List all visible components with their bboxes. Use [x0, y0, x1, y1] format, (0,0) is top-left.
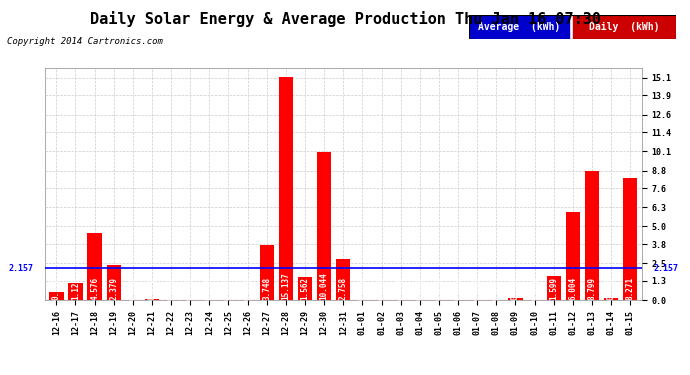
Text: Average  (kWh): Average (kWh): [477, 22, 560, 32]
Bar: [604, 298, 618, 300]
Text: 0.000: 0.000: [358, 277, 367, 300]
Bar: [509, 298, 522, 300]
Bar: [623, 178, 638, 300]
Bar: [88, 232, 101, 300]
Text: 0.003: 0.003: [492, 277, 501, 300]
Text: 0.000: 0.000: [530, 277, 539, 300]
Bar: [68, 284, 83, 300]
Text: 1.128: 1.128: [71, 277, 80, 300]
Text: 0.000: 0.000: [128, 277, 137, 300]
Bar: [259, 245, 274, 300]
Text: 0.000: 0.000: [415, 277, 424, 300]
Text: 1.562: 1.562: [301, 277, 310, 300]
Text: 2.157: 2.157: [653, 264, 678, 273]
Text: 2.379: 2.379: [109, 277, 118, 300]
Text: 10.044: 10.044: [319, 272, 328, 300]
FancyBboxPatch shape: [573, 15, 676, 39]
Bar: [566, 211, 580, 300]
Text: 0.150: 0.150: [511, 277, 520, 300]
Text: 2.157: 2.157: [8, 264, 33, 273]
Text: 0.077: 0.077: [148, 277, 157, 300]
Text: 0.000: 0.000: [473, 277, 482, 300]
Bar: [106, 265, 121, 300]
Text: Daily Solar Energy & Average Production Thu Jan 16 07:30: Daily Solar Energy & Average Production …: [90, 11, 600, 27]
Text: 0.139: 0.139: [607, 277, 615, 300]
Text: 0.000: 0.000: [186, 277, 195, 300]
Text: 0.000: 0.000: [453, 277, 462, 300]
Text: Daily  (kWh): Daily (kWh): [589, 22, 660, 32]
Text: 2.758: 2.758: [339, 277, 348, 300]
Bar: [317, 152, 331, 300]
Text: 8.271: 8.271: [626, 277, 635, 300]
Bar: [145, 299, 159, 300]
Text: 0.000: 0.000: [205, 277, 214, 300]
Text: 0.000: 0.000: [243, 277, 252, 300]
Text: 0.000: 0.000: [396, 277, 405, 300]
Text: Copyright 2014 Cartronics.com: Copyright 2014 Cartronics.com: [7, 38, 163, 46]
Text: 0.000: 0.000: [166, 277, 176, 300]
Text: 0.000: 0.000: [224, 277, 233, 300]
Text: 3.748: 3.748: [262, 277, 271, 300]
Text: 15.137: 15.137: [282, 272, 290, 300]
Text: 8.799: 8.799: [587, 277, 596, 300]
Text: 0.000: 0.000: [377, 277, 386, 300]
Text: 0.000: 0.000: [435, 277, 444, 300]
Bar: [298, 277, 312, 300]
Bar: [585, 171, 599, 300]
Bar: [546, 276, 561, 300]
Text: 0.557: 0.557: [52, 277, 61, 300]
Bar: [49, 292, 63, 300]
FancyBboxPatch shape: [469, 15, 569, 39]
Text: 6.004: 6.004: [569, 277, 578, 300]
Text: 1.599: 1.599: [549, 277, 558, 300]
Bar: [279, 77, 293, 300]
Bar: [336, 260, 351, 300]
Text: 4.576: 4.576: [90, 277, 99, 300]
